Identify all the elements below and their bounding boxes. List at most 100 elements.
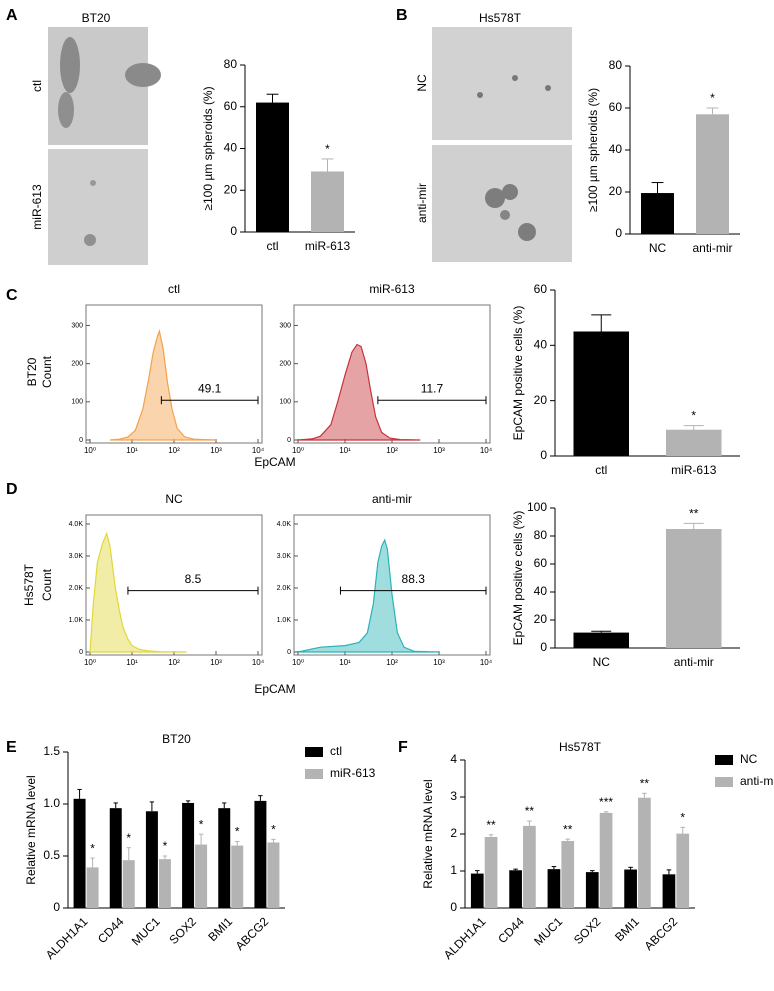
significance: * <box>126 831 131 845</box>
x-tick-label: BMI1 <box>205 914 235 944</box>
x-tick-label: 10⁴ <box>480 658 493 667</box>
legend-swatch <box>305 769 323 779</box>
significance: * <box>235 825 240 839</box>
x-tick-label: SOX2 <box>166 914 199 947</box>
bar <box>195 844 208 908</box>
panel-label: E <box>6 739 17 756</box>
bar <box>696 114 729 234</box>
histogram <box>109 329 217 441</box>
y-tick-label: 0 <box>615 226 622 240</box>
spheroid <box>58 92 74 128</box>
significance: * <box>691 409 696 423</box>
bar <box>666 429 722 456</box>
gate-percent: 8.5 <box>185 572 202 586</box>
y-tick-label: 0 <box>287 437 291 444</box>
x-tick-label: 10⁰ <box>292 658 304 667</box>
significance: * <box>680 811 685 825</box>
y-tick-label: 40 <box>534 584 548 598</box>
spheroid <box>502 184 518 200</box>
y-tick-label: 4.0K <box>277 521 292 528</box>
x-axis-label: EpCAM <box>254 682 295 696</box>
x-tick-label: MUC1 <box>531 914 565 948</box>
x-tick-label: 10³ <box>433 446 445 455</box>
y-tick-label: 2 <box>450 826 457 840</box>
spheroid <box>512 75 518 81</box>
significance: *** <box>599 795 613 809</box>
y-tick-label: 3.0K <box>69 553 84 560</box>
y-tick-label: 300 <box>71 322 83 329</box>
y-tick-label: 4.0K <box>69 521 84 528</box>
y-tick-label: 0 <box>287 649 291 656</box>
bar <box>585 872 599 908</box>
x-tick-label: MUC1 <box>129 914 163 948</box>
y-tick-label: 3.0K <box>277 553 292 560</box>
x-tick-label: anti-mir <box>692 241 732 255</box>
y-axis-label: Relative mRNA level <box>421 779 435 888</box>
significance: * <box>325 142 330 156</box>
panel-label: C <box>6 287 18 304</box>
y-tick-label: 3 <box>450 789 457 803</box>
y-axis-label: Count <box>40 355 54 388</box>
bar <box>86 867 99 908</box>
y-tick-label: 0.5 <box>43 848 60 862</box>
y-tick-label: 20 <box>609 184 623 198</box>
x-tick-label: CD44 <box>95 914 127 946</box>
x-tick-label: 10⁰ <box>84 658 96 667</box>
y-tick-label: 60 <box>534 282 548 296</box>
x-tick-label: 10¹ <box>339 446 351 455</box>
bar <box>561 841 575 908</box>
panel-label: A <box>6 7 18 24</box>
bar <box>231 845 244 908</box>
bar <box>256 102 289 232</box>
gate-percent: 88.3 <box>402 572 426 586</box>
gate-percent: 11.7 <box>421 381 444 395</box>
panel-label: D <box>6 481 18 498</box>
cell-line-label: BT20 <box>25 357 39 386</box>
x-axis-label: EpCAM <box>254 455 295 469</box>
y-tick-label: 1.5 <box>43 744 60 758</box>
bar <box>122 860 135 908</box>
x-tick-label: NC <box>649 241 667 255</box>
y-axis-label: Count <box>40 568 54 601</box>
histogram <box>297 343 421 441</box>
micrograph <box>48 27 148 145</box>
bar <box>662 874 676 908</box>
y-axis-label: ≥100 µm spheroids (%) <box>586 88 600 212</box>
significance: * <box>271 823 276 837</box>
legend-label: NC <box>740 752 758 766</box>
x-tick-label: 10¹ <box>126 658 138 667</box>
micrograph <box>432 27 572 140</box>
y-tick-label: 20 <box>534 612 548 626</box>
histogram <box>89 531 187 653</box>
significance: * <box>199 817 204 831</box>
x-tick-label: NC <box>593 655 611 669</box>
significance: * <box>163 839 168 853</box>
bar <box>641 193 674 234</box>
x-tick-label: SOX2 <box>571 914 604 947</box>
micrograph-label: miR-613 <box>30 184 44 230</box>
panel-label: F <box>398 739 408 756</box>
bar <box>484 836 498 908</box>
x-tick-label: BMI1 <box>612 914 642 944</box>
micrograph-title: Hs578T <box>479 11 522 25</box>
bar <box>145 811 158 908</box>
micrographs <box>48 27 572 265</box>
x-tick-label: 10³ <box>210 446 222 455</box>
legend-swatch <box>715 755 733 765</box>
x-tick-label: miR-613 <box>671 463 717 477</box>
spheroid <box>84 234 96 246</box>
legend-label: ctl <box>330 744 342 758</box>
chart-title: miR-613 <box>369 282 415 296</box>
bar <box>311 171 344 232</box>
legend-swatch <box>715 777 733 787</box>
x-tick-label: 10¹ <box>339 658 351 667</box>
histogram <box>297 538 440 653</box>
cell-line-label: Hs578T <box>22 563 36 606</box>
y-tick-label: 80 <box>609 58 623 72</box>
bar <box>573 632 629 648</box>
y-axis-label: EpCAM positive cells (%) <box>511 511 525 646</box>
micrograph-label: anti-mir <box>415 183 429 223</box>
y-tick-label: 0 <box>230 224 237 238</box>
